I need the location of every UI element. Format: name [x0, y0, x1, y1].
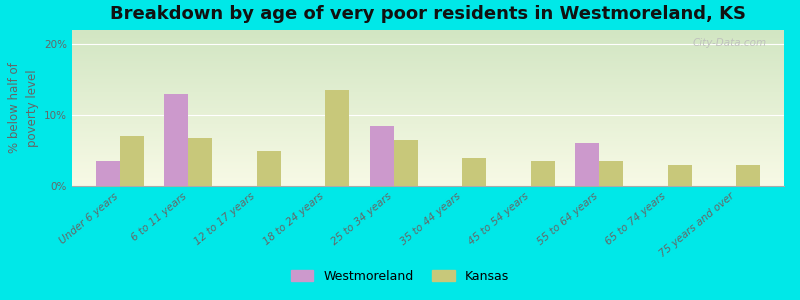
Title: Breakdown by age of very poor residents in Westmoreland, KS: Breakdown by age of very poor residents …: [110, 5, 746, 23]
Legend: Westmoreland, Kansas: Westmoreland, Kansas: [286, 265, 514, 288]
Bar: [736, 165, 760, 186]
Bar: [599, 161, 623, 186]
Text: City-Data.com: City-Data.com: [692, 38, 766, 48]
Bar: [120, 136, 144, 186]
Bar: [394, 140, 418, 186]
Bar: [668, 165, 691, 186]
Bar: [326, 90, 350, 186]
Bar: [575, 143, 599, 186]
Y-axis label: % below half of
poverty level: % below half of poverty level: [7, 63, 38, 153]
Bar: [462, 158, 486, 186]
Bar: [96, 161, 120, 186]
Bar: [165, 94, 188, 186]
Bar: [188, 138, 212, 186]
Bar: [370, 126, 394, 186]
Bar: [530, 161, 554, 186]
Bar: [257, 151, 281, 186]
